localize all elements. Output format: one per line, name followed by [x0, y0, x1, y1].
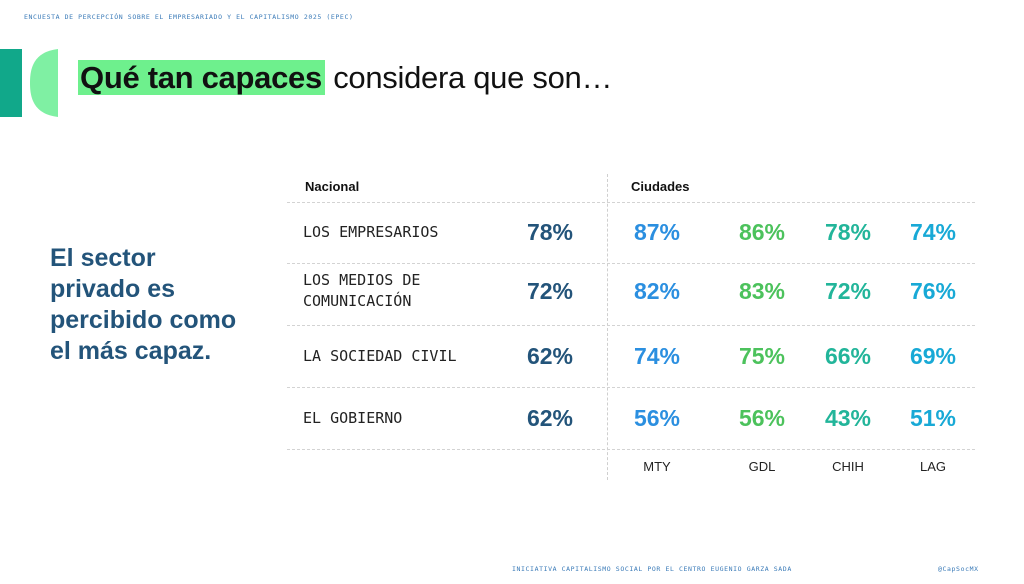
value-chih: 43%	[824, 405, 872, 431]
value-mty: 56%	[633, 405, 681, 431]
city-label: MTY	[643, 459, 671, 474]
row-separator-2	[287, 325, 975, 326]
row-label-line: LOS MEDIOS DE	[303, 271, 421, 289]
row-separator-4	[287, 449, 975, 450]
footer-credit: INICIATIVA CAPITALISMO SOCIAL POR EL CEN…	[512, 565, 792, 573]
value-mty: 87%	[633, 219, 681, 245]
footer-handle: @CapSocMX	[938, 565, 979, 573]
row-label-line: LA SOCIEDAD CIVIL	[303, 346, 457, 365]
row-separator-1	[287, 263, 975, 264]
row-separator-3	[287, 387, 975, 388]
value-lag: 76%	[909, 278, 957, 304]
city-label: LAG	[919, 459, 946, 474]
value-nacional: 62%	[526, 343, 574, 369]
city-label: GDL	[748, 459, 776, 474]
column-divider	[607, 174, 608, 480]
row-label-line: COMUNICACIÓN	[303, 292, 412, 310]
value-nacional: 62%	[526, 405, 574, 431]
value-lag: 74%	[909, 219, 957, 245]
key-finding-text: El sector privado es percibido como el m…	[50, 244, 237, 365]
page-title: Qué tan capaces considera que son…	[78, 60, 612, 96]
title-rest: considera que son…	[324, 60, 613, 95]
city-label: CHIH	[832, 459, 864, 474]
brand-logo-icon	[0, 49, 58, 117]
row-label: EL GOBIERNO	[303, 408, 402, 429]
value-chih: 66%	[824, 343, 872, 369]
value-mty: 82%	[633, 278, 681, 304]
value-lag: 51%	[909, 405, 957, 431]
nacional-header: Nacional	[305, 179, 360, 194]
value-chih: 78%	[824, 219, 872, 245]
row-label-line: EL GOBIERNO	[303, 408, 403, 427]
row-label: LA SOCIEDAD CIVIL	[303, 346, 457, 367]
value-gdl: 75%	[738, 343, 786, 369]
value-gdl: 56%	[738, 405, 786, 431]
value-chih: 72%	[824, 278, 872, 304]
value-gdl: 86%	[738, 219, 786, 245]
row-separator-0	[287, 202, 975, 203]
survey-header-label: ENCUESTA DE PERCEPCIÓN SOBRE EL EMPRESAR…	[24, 13, 354, 21]
value-nacional: 78%	[526, 219, 574, 245]
row-label: LOS EMPRESARIOS	[303, 222, 438, 243]
ciudades-header: Ciudades	[631, 179, 690, 194]
value-nacional: 72%	[526, 278, 574, 304]
row-label-line: LOS EMPRESARIOS	[303, 222, 439, 241]
row-label: LOS MEDIOS DE COMUNICACIÓN	[303, 270, 420, 312]
value-lag: 69%	[909, 343, 957, 369]
value-mty: 74%	[633, 343, 681, 369]
value-gdl: 83%	[738, 278, 786, 304]
title-highlight: Qué tan capaces	[78, 60, 325, 95]
